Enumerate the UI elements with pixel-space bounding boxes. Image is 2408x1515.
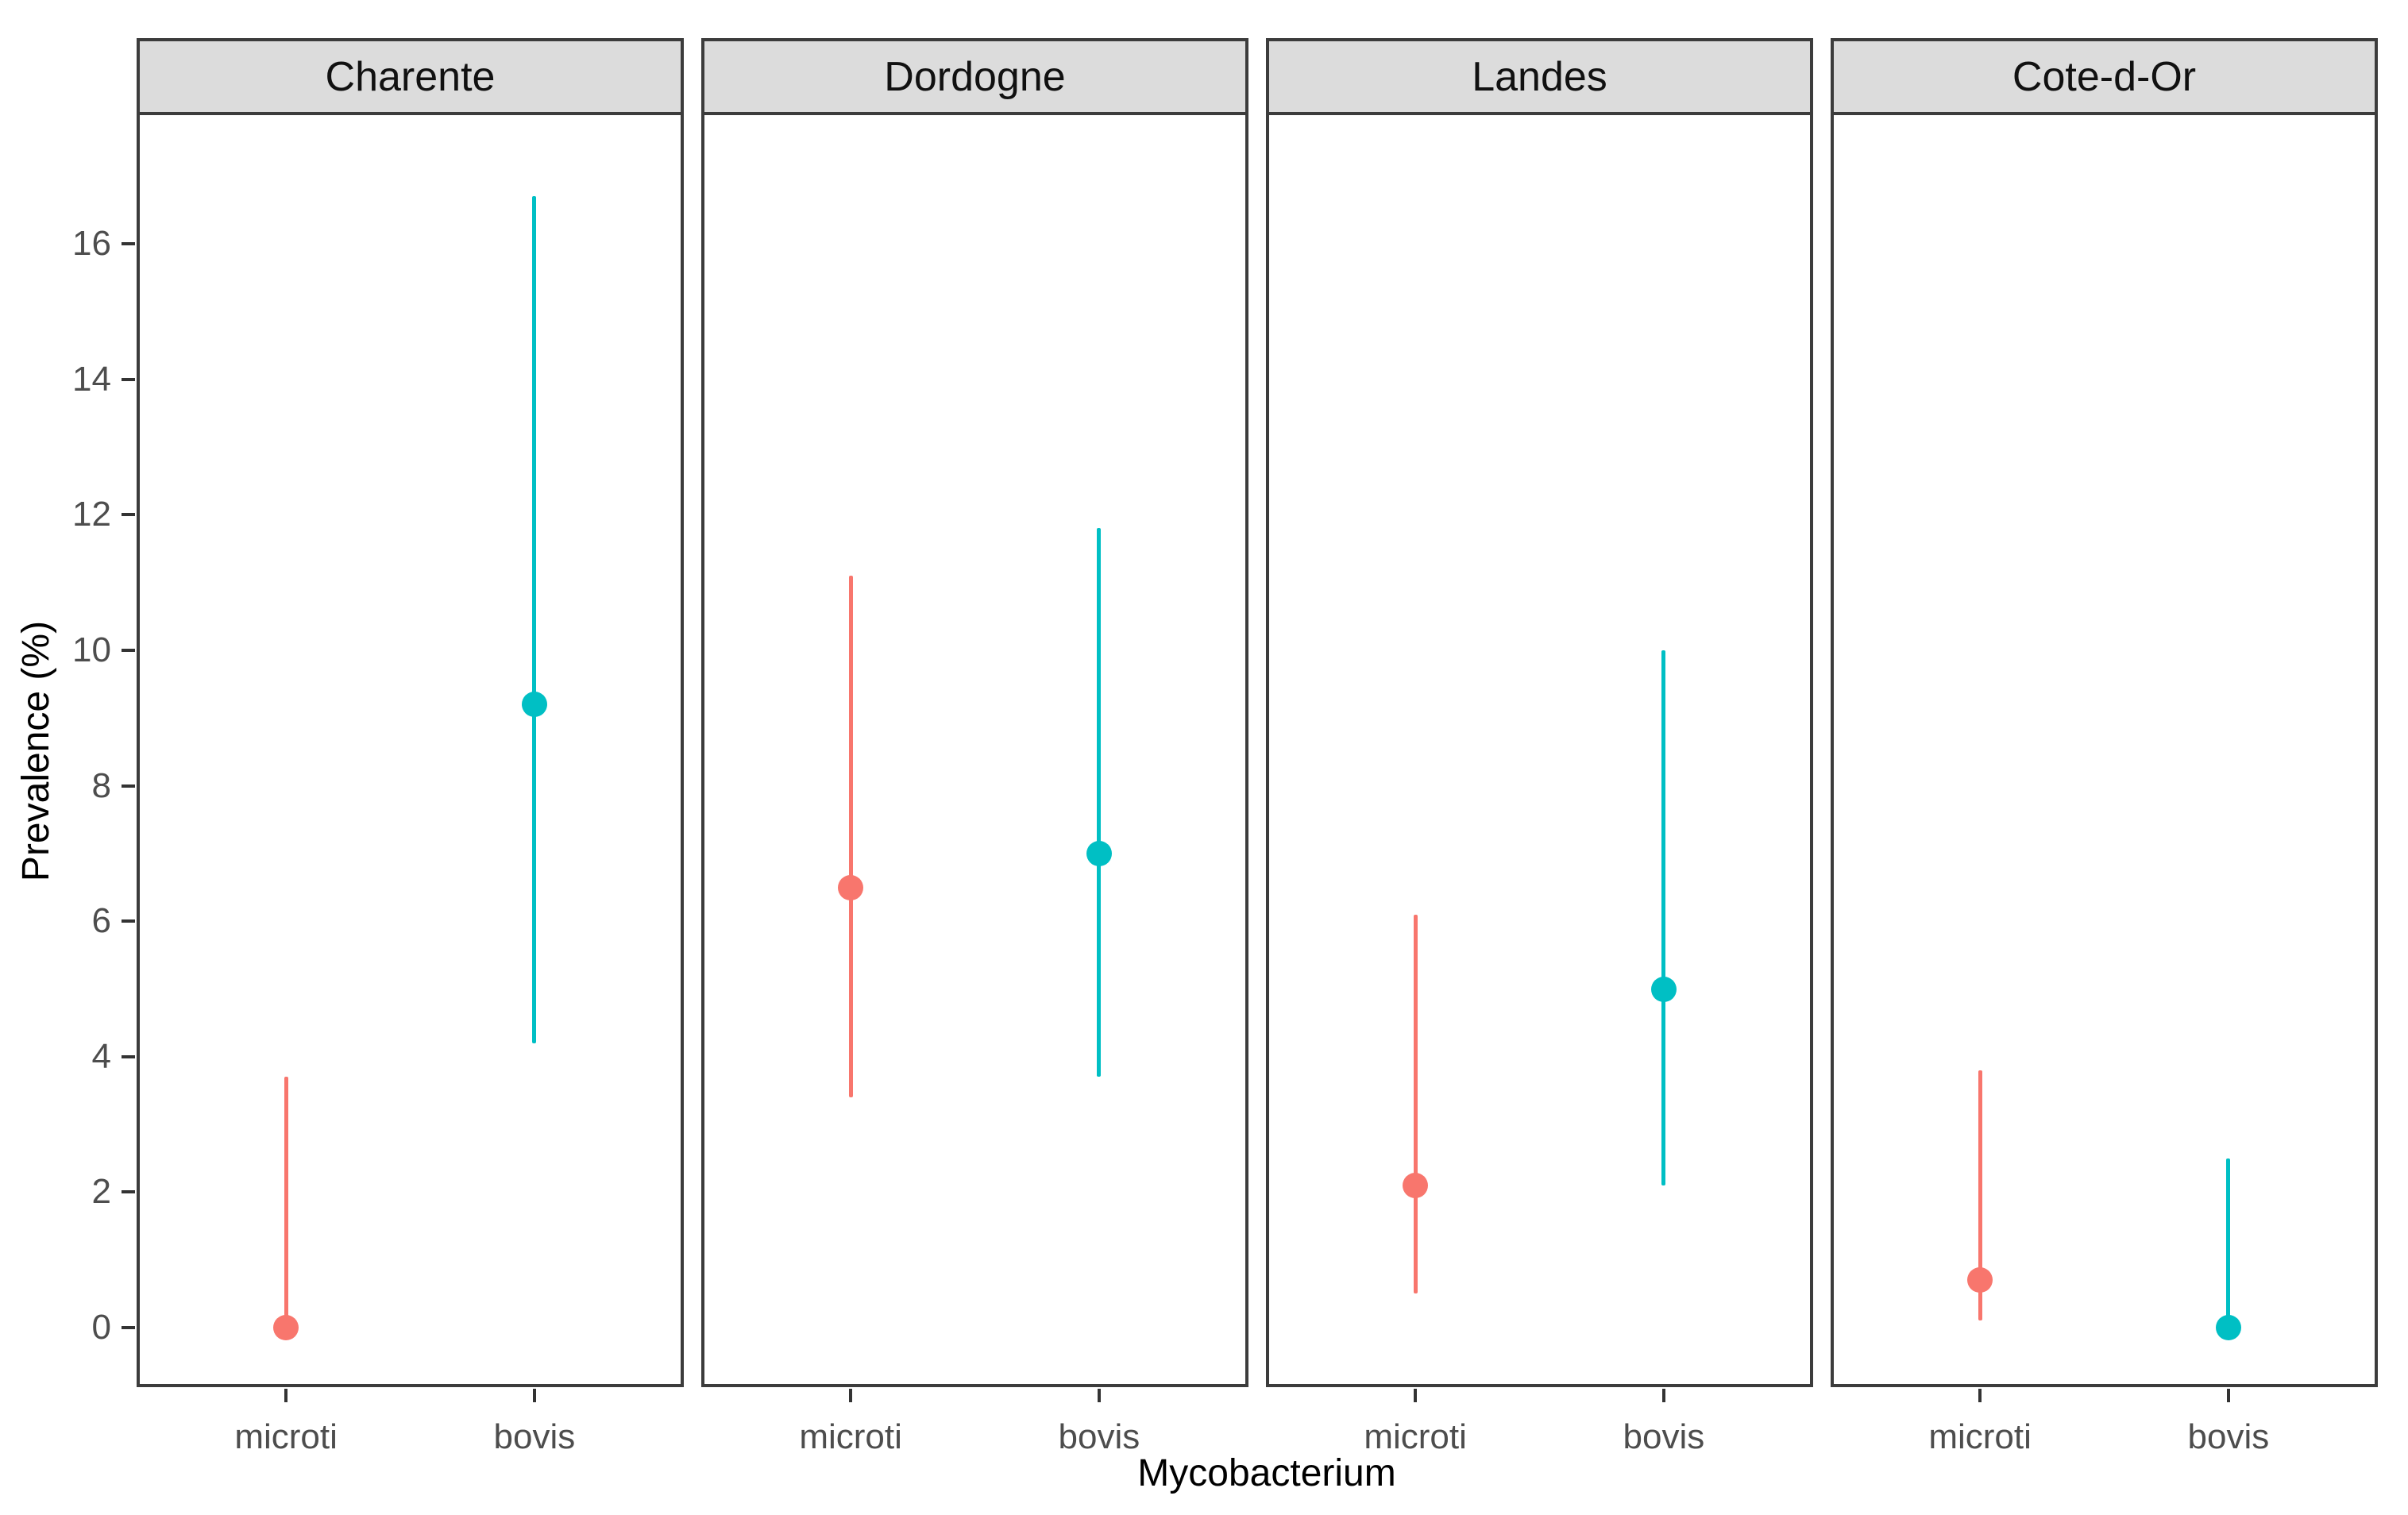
facet-title: Landes <box>1472 53 1607 100</box>
facet-header-dordogne: Dordogne <box>701 38 1248 115</box>
facet-header-landes: Landes <box>1266 38 1813 115</box>
ci-bar-cote-d-or-microti <box>1978 1070 1982 1321</box>
y-tick-mark <box>122 649 135 652</box>
ci-bar-dordogne-microti <box>848 576 853 1097</box>
x-tick-label-bovis: bovis <box>2187 1417 2270 1456</box>
point-cote-d-or-bovis <box>2215 1315 2241 1340</box>
x-tick-mark <box>1414 1389 1418 1402</box>
facet-header-cote-d-or: Cote-d-Or <box>1831 38 2378 115</box>
point-cote-d-or-microti <box>1967 1267 1993 1293</box>
x-tick-label-bovis: bovis <box>1058 1417 1140 1456</box>
y-tick-mark <box>122 1054 135 1058</box>
y-tick-label: 10 <box>72 630 111 669</box>
y-tick-mark <box>122 919 135 923</box>
point-charente-bovis <box>521 692 547 718</box>
y-tick-label: 8 <box>91 765 111 805</box>
facet-panel-cote-d-or <box>1831 115 2378 1387</box>
x-tick-mark <box>849 1389 853 1402</box>
point-dordogne-bovis <box>1086 840 1112 866</box>
x-tick-label-microti: microti <box>1928 1417 2032 1456</box>
facet-panel-charente <box>137 115 684 1387</box>
y-tick-mark <box>122 1326 135 1329</box>
x-tick-mark <box>1978 1389 1982 1402</box>
y-tick-mark <box>122 242 135 246</box>
facet-panel-dordogne <box>701 115 1248 1387</box>
x-tick-mark <box>532 1389 536 1402</box>
point-landes-microti <box>1403 1172 1429 1198</box>
facet-header-charente: Charente <box>137 38 684 115</box>
y-tick-mark <box>122 513 135 517</box>
ci-bar-dordogne-bovis <box>1097 528 1102 1077</box>
x-tick-label-microti: microti <box>1364 1417 1467 1456</box>
facet-title: Cote-d-Or <box>2012 53 2197 100</box>
facet-title: Dordogne <box>884 53 1066 100</box>
x-tick-label-microti: microti <box>799 1417 902 1456</box>
y-tick-label: 12 <box>72 495 111 534</box>
point-charente-microti <box>273 1315 299 1340</box>
y-tick-mark <box>122 377 135 381</box>
ci-bar-landes-bovis <box>1661 650 1666 1185</box>
ci-bar-landes-microti <box>1413 914 1418 1294</box>
y-tick-label: 2 <box>91 1172 111 1212</box>
x-tick-mark <box>1097 1389 1101 1402</box>
x-tick-label-microti: microti <box>234 1417 338 1456</box>
y-tick-label: 14 <box>72 359 111 399</box>
y-tick-label: 16 <box>72 224 111 264</box>
ci-bar-charente-bovis <box>532 196 537 1043</box>
ci-bar-charente-microti <box>284 1077 288 1328</box>
ci-bar-cote-d-or-bovis <box>2226 1158 2231 1328</box>
facet-panel-landes <box>1266 115 1813 1387</box>
x-tick-mark <box>2226 1389 2230 1402</box>
y-tick-mark <box>122 1190 135 1194</box>
x-tick-mark <box>284 1389 288 1402</box>
x-tick-mark <box>1661 1389 1665 1402</box>
x-tick-label-bovis: bovis <box>493 1417 576 1456</box>
point-landes-bovis <box>1650 976 1677 1002</box>
y-tick-label: 4 <box>91 1036 111 1076</box>
y-tick-mark <box>122 784 135 788</box>
y-tick-label: 0 <box>91 1308 111 1347</box>
x-tick-label-bovis: bovis <box>1623 1417 1705 1456</box>
point-dordogne-microti <box>838 874 864 900</box>
facet-title: Charente <box>325 53 496 100</box>
y-tick-label: 6 <box>91 901 111 941</box>
x-axis-title: Mycobacterium <box>1137 1452 1396 1494</box>
